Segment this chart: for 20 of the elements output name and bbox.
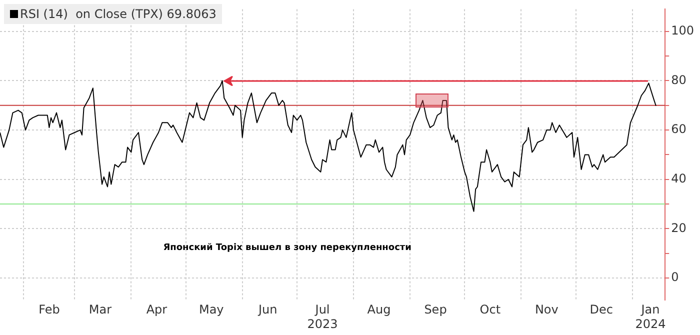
x-tick-label: Dec — [590, 302, 613, 317]
x-tick-label: Jun — [257, 302, 278, 317]
x-tick-label: May — [198, 302, 224, 317]
x-tick-label: Feb — [38, 302, 60, 317]
y-tick-label: 40 — [671, 171, 686, 186]
x-tick-label: Jan 2024 — [635, 302, 666, 331]
y-tick-label: 80 — [671, 72, 686, 87]
y-tick-label: 100 — [671, 24, 694, 38]
y-tick-label: 0 — [671, 270, 679, 284]
y-tick-label: 20 — [671, 220, 686, 235]
x-tick-label: Sep — [424, 302, 447, 317]
x-tick-label: Apr — [146, 302, 168, 317]
x-tick-label: Aug — [367, 302, 391, 317]
x-tick-label: Oct — [480, 302, 501, 317]
legend-label: RSI (14) on Close (TPX) 69.8063 — [19, 7, 216, 21]
y-tick-label: 60 — [671, 122, 686, 136]
annotation: Японский Topix вышел в зону перекупленности — [163, 242, 412, 253]
x-tick-label: Jul 2023 — [307, 302, 338, 331]
x-tick-label: Mar — [88, 302, 112, 317]
x-tick-label: Nov — [534, 302, 558, 317]
